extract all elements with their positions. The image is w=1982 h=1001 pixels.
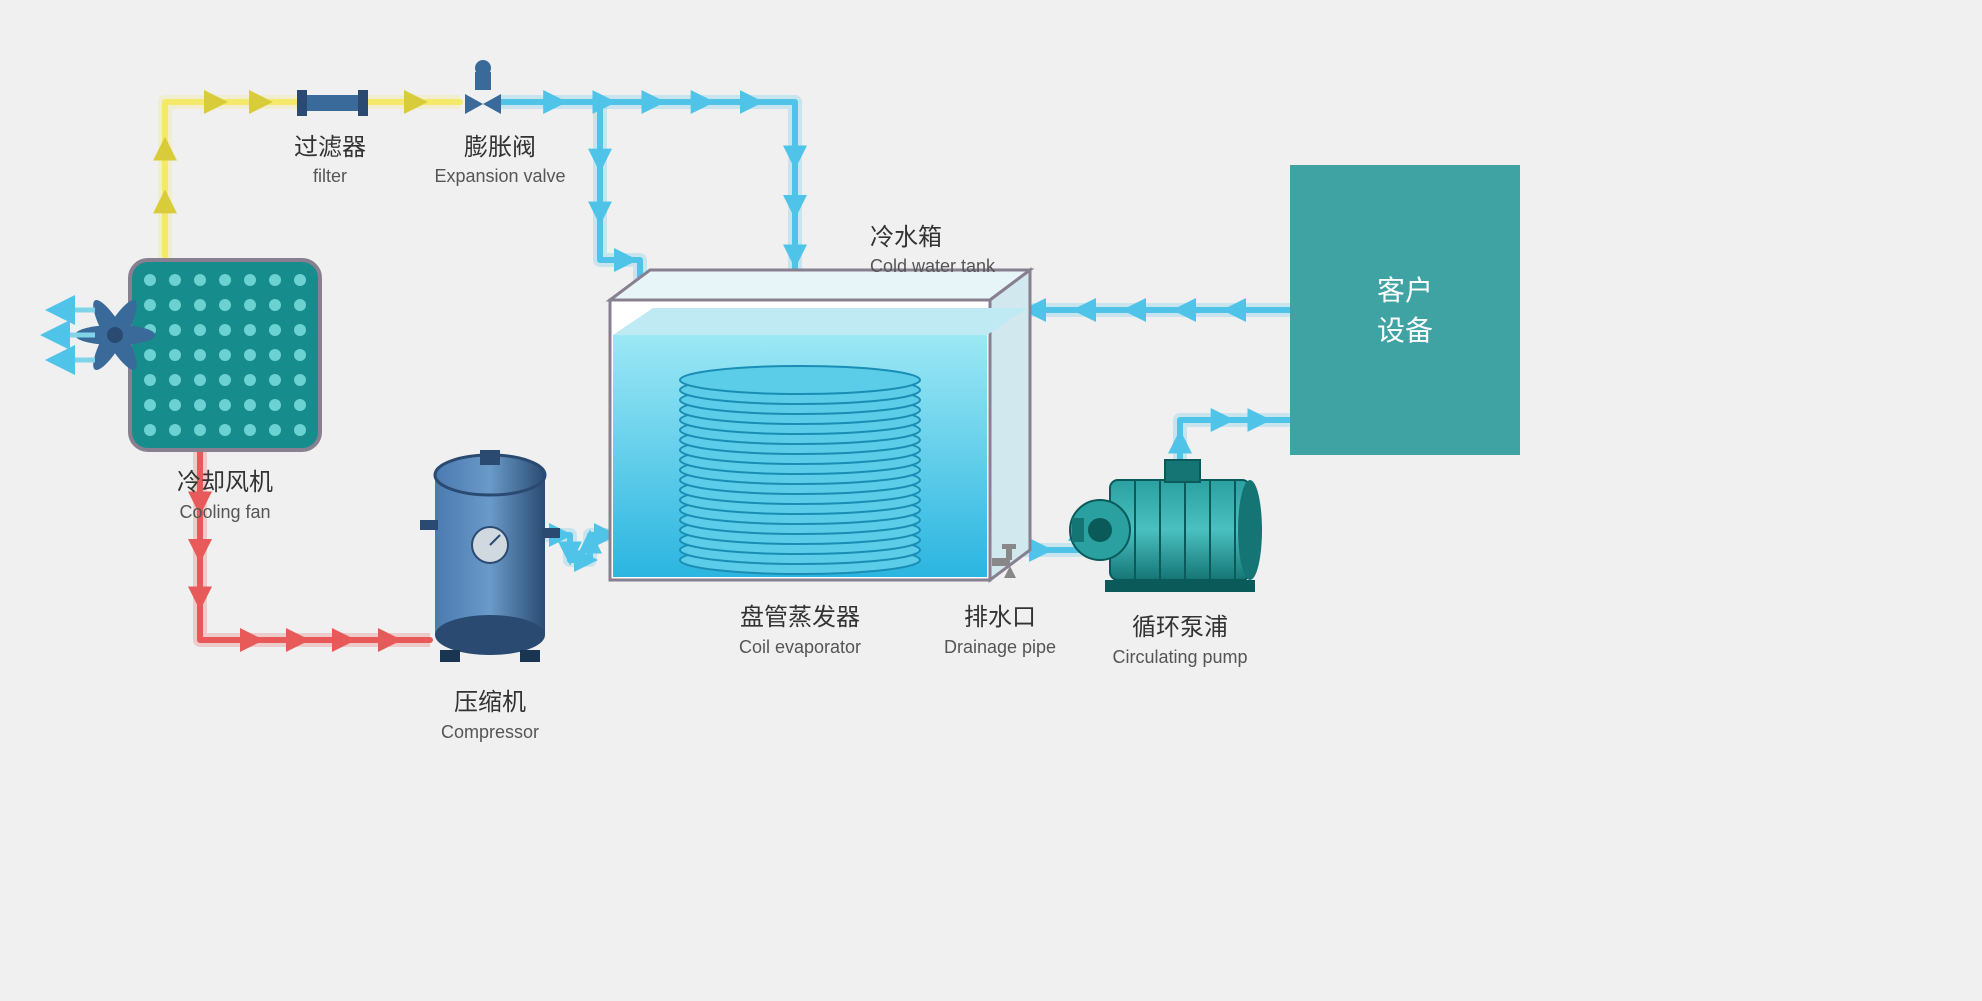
compressor	[420, 450, 560, 662]
cooling-fan-label-en: Cooling fan	[179, 502, 270, 522]
drain-label-cn: 排水口	[964, 604, 1036, 631]
pump-label-en: Circulating pump	[1112, 647, 1247, 667]
pump-label-cn: 循环泵浦	[1132, 614, 1228, 641]
cold-water-tank	[610, 270, 1030, 580]
expansion-label-cn: 膨胀阀	[464, 134, 536, 161]
expansion-label-en: Expansion valve	[434, 166, 565, 186]
customer-label-1: 客户	[1377, 275, 1433, 306]
cooling-fan-label-cn: 冷却风机	[177, 469, 273, 496]
filter-label-cn: 过滤器	[294, 134, 366, 161]
pipe-fan-to-filter	[165, 102, 300, 260]
compressor-label-cn: 压缩机	[454, 689, 526, 716]
filter-label-en: filter	[313, 166, 347, 186]
customer-label-2: 设备	[1377, 315, 1433, 346]
chiller-flow-diagram: 冷却风机 Cooling fan 过滤器 filter 膨胀阀 Expansio…	[0, 0, 1557, 784]
expansion-valve-icon	[465, 60, 501, 114]
cooling-fan	[55, 260, 320, 450]
circulating-pump	[1070, 460, 1262, 592]
compressor-label-en: Compressor	[441, 722, 539, 742]
evaporator-label-en: Coil evaporator	[739, 637, 861, 657]
tank-label-en: Cold water tank	[870, 256, 996, 276]
filter-icon	[297, 90, 368, 116]
tank-label-cn: 冷水箱	[870, 224, 942, 251]
drain-label-en: Drainage pipe	[944, 637, 1056, 657]
evaporator-label-cn: 盘管蒸发器	[740, 604, 860, 631]
customer-equipment: 客户 设备	[1290, 165, 1520, 455]
